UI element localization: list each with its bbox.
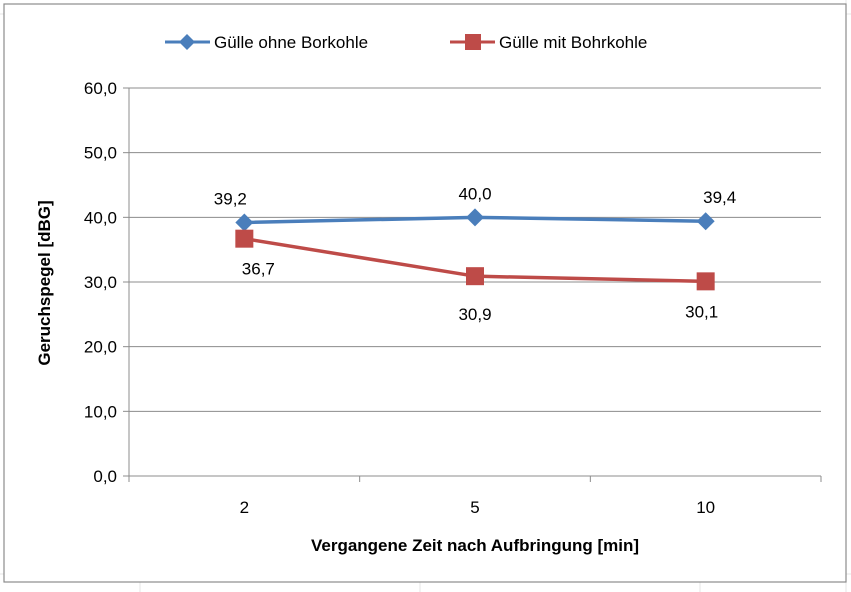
y-tick-label: 20,0 xyxy=(84,338,117,357)
data-label-2-3: 30,1 xyxy=(685,302,718,321)
data-point-2-2 xyxy=(466,267,484,286)
chart-frame xyxy=(3,3,847,583)
y-axis-title: Geruchspegel [dBG] xyxy=(35,200,54,365)
legend-item-series-1: Gülle ohne Borkohle xyxy=(165,33,368,52)
x-tick-label: 5 xyxy=(470,498,479,517)
data-point-2-1 xyxy=(235,229,254,248)
x-axis-ticks: 2 5 10 xyxy=(128,476,822,517)
x-axis-title: Vergangene Zeit nach Aufbringung [min] xyxy=(311,536,639,555)
data-labels: 39,2 40,0 39,4 36,7 30,9 30,1 xyxy=(214,184,736,324)
x-tick-label: 2 xyxy=(240,498,249,517)
data-point-1-1 xyxy=(235,213,254,232)
y-tick-label: 60,0 xyxy=(84,79,117,98)
legend-item-series-2: Gülle mit Bohrkohle xyxy=(450,33,647,52)
legend: Gülle ohne Borkohle Gülle mit Bohrkohle xyxy=(165,33,647,52)
data-label-1-3: 39,4 xyxy=(703,188,736,207)
data-point-1-3 xyxy=(696,212,715,231)
data-label-1-2: 40,0 xyxy=(458,184,491,203)
y-tick-label: 0,0 xyxy=(93,467,117,486)
y-tick-label: 30,0 xyxy=(84,273,117,292)
x-tick-label: 10 xyxy=(696,498,715,517)
y-tick-label: 50,0 xyxy=(84,144,117,163)
data-point-2-3 xyxy=(696,272,715,291)
data-label-2-1: 36,7 xyxy=(242,260,275,279)
data-label-1-1: 39,2 xyxy=(214,190,247,209)
y-tick-label: 40,0 xyxy=(84,208,117,227)
square-marker-icon xyxy=(465,34,481,50)
diamond-marker-icon xyxy=(179,34,195,50)
legend-label-series-1: Gülle ohne Borkohle xyxy=(214,33,368,52)
y-axis-ticks: 0,0 10,0 20,0 30,0 40,0 50,0 60,0 xyxy=(84,79,129,486)
data-point-1-2 xyxy=(466,208,484,227)
data-label-2-2: 30,9 xyxy=(458,305,491,324)
series-group xyxy=(235,208,715,291)
legend-label-series-2: Gülle mit Bohrkohle xyxy=(499,33,647,52)
y-tick-label: 10,0 xyxy=(84,402,117,421)
